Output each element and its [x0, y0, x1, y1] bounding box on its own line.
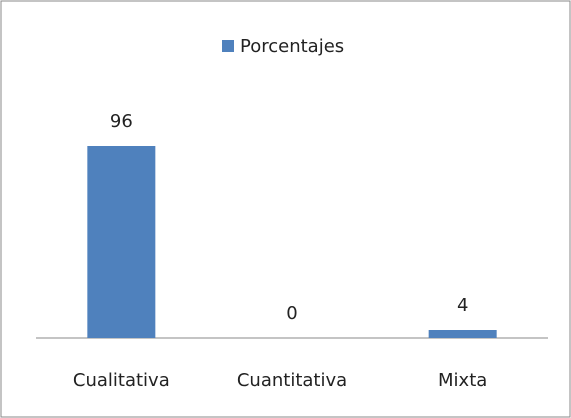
x-tick-label: Mixta [438, 370, 487, 391]
x-tick-label: Cuantitativa [237, 370, 347, 391]
legend-swatch [222, 40, 234, 52]
legend-label: Porcentajes [240, 36, 344, 57]
data-label: 0 [286, 303, 297, 324]
bar [87, 146, 156, 338]
data-label: 4 [457, 295, 468, 316]
x-tick-label: Cualitativa [73, 370, 170, 391]
bar [428, 330, 497, 338]
data-label: 96 [110, 111, 133, 132]
